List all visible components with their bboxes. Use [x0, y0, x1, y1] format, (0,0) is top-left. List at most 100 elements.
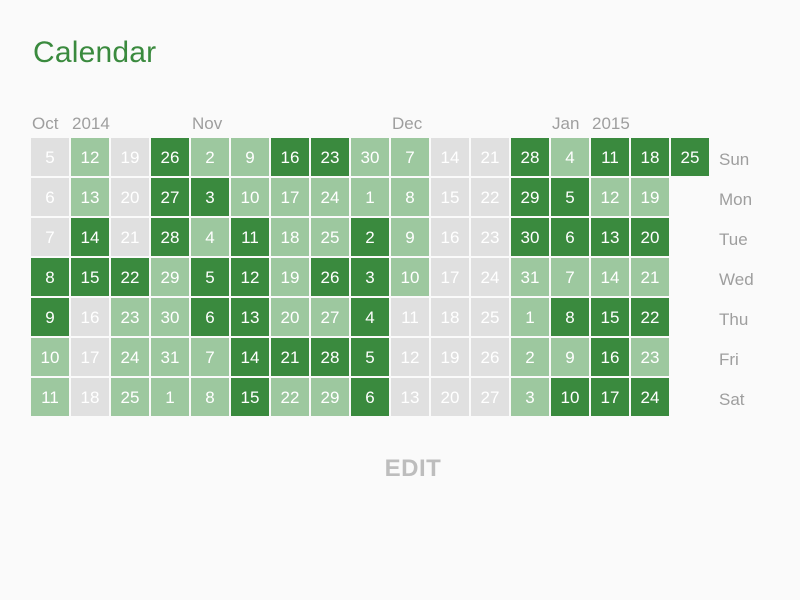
day-cell[interactable]: 18 [71, 378, 109, 416]
day-cell[interactable]: 20 [431, 378, 469, 416]
day-cell[interactable]: 24 [111, 338, 149, 376]
day-cell[interactable]: 14 [71, 218, 109, 256]
day-cell[interactable]: 27 [311, 298, 349, 336]
day-cell[interactable]: 6 [31, 178, 69, 216]
day-cell[interactable]: 5 [191, 258, 229, 296]
day-cell[interactable]: 7 [31, 218, 69, 256]
day-cell[interactable]: 26 [151, 138, 189, 176]
day-cell[interactable]: 9 [551, 338, 589, 376]
day-cell[interactable]: 30 [511, 218, 549, 256]
day-cell[interactable]: 18 [271, 218, 309, 256]
day-cell[interactable]: 9 [231, 138, 269, 176]
day-cell[interactable]: 22 [271, 378, 309, 416]
day-cell[interactable]: 10 [31, 338, 69, 376]
day-cell[interactable]: 8 [31, 258, 69, 296]
day-cell[interactable]: 12 [231, 258, 269, 296]
day-cell[interactable]: 31 [151, 338, 189, 376]
day-cell[interactable]: 12 [591, 178, 629, 216]
day-cell[interactable]: 21 [111, 218, 149, 256]
day-cell[interactable]: 14 [431, 138, 469, 176]
day-cell[interactable]: 12 [71, 138, 109, 176]
day-cell[interactable]: 6 [191, 298, 229, 336]
day-cell[interactable]: 29 [311, 378, 349, 416]
day-cell[interactable]: 30 [351, 138, 389, 176]
day-cell[interactable]: 8 [391, 178, 429, 216]
day-cell[interactable]: 17 [271, 178, 309, 216]
day-cell[interactable]: 17 [431, 258, 469, 296]
day-cell[interactable]: 2 [191, 138, 229, 176]
day-cell[interactable]: 13 [391, 378, 429, 416]
day-cell[interactable]: 31 [511, 258, 549, 296]
day-cell[interactable]: 6 [551, 218, 589, 256]
day-cell[interactable]: 24 [471, 258, 509, 296]
day-cell[interactable]: 15 [591, 298, 629, 336]
day-cell[interactable]: 16 [431, 218, 469, 256]
day-cell[interactable]: 8 [191, 378, 229, 416]
day-cell[interactable]: 22 [471, 178, 509, 216]
day-cell[interactable]: 19 [271, 258, 309, 296]
day-cell[interactable]: 21 [631, 258, 669, 296]
day-cell[interactable]: 25 [111, 378, 149, 416]
day-cell[interactable]: 11 [591, 138, 629, 176]
day-cell[interactable]: 30 [151, 298, 189, 336]
day-cell[interactable]: 5 [31, 138, 69, 176]
day-cell[interactable]: 22 [111, 258, 149, 296]
day-cell[interactable]: 29 [151, 258, 189, 296]
day-cell[interactable]: 28 [511, 138, 549, 176]
day-cell[interactable]: 23 [631, 338, 669, 376]
edit-button[interactable]: EDIT [384, 455, 442, 482]
day-cell[interactable]: 14 [231, 338, 269, 376]
day-cell[interactable]: 21 [271, 338, 309, 376]
day-cell[interactable]: 8 [551, 298, 589, 336]
day-cell[interactable]: 23 [111, 298, 149, 336]
day-cell[interactable]: 9 [31, 298, 69, 336]
day-cell[interactable]: 16 [271, 138, 309, 176]
day-cell[interactable]: 19 [431, 338, 469, 376]
day-cell[interactable]: 28 [151, 218, 189, 256]
day-cell[interactable]: 19 [111, 138, 149, 176]
day-cell[interactable]: 13 [71, 178, 109, 216]
day-cell[interactable]: 29 [511, 178, 549, 216]
day-cell[interactable]: 3 [511, 378, 549, 416]
day-cell[interactable]: 19 [631, 178, 669, 216]
day-cell[interactable]: 2 [351, 218, 389, 256]
day-cell[interactable]: 3 [351, 258, 389, 296]
day-cell[interactable]: 21 [471, 138, 509, 176]
day-cell[interactable]: 11 [391, 298, 429, 336]
day-cell[interactable]: 24 [311, 178, 349, 216]
day-cell[interactable]: 10 [391, 258, 429, 296]
day-cell[interactable]: 4 [351, 298, 389, 336]
day-cell[interactable]: 9 [391, 218, 429, 256]
day-cell[interactable]: 25 [311, 218, 349, 256]
day-cell[interactable]: 5 [551, 178, 589, 216]
day-cell[interactable]: 18 [631, 138, 669, 176]
day-cell[interactable]: 7 [391, 138, 429, 176]
day-cell[interactable]: 11 [231, 218, 269, 256]
day-cell[interactable]: 20 [631, 218, 669, 256]
day-cell[interactable]: 27 [151, 178, 189, 216]
day-cell[interactable]: 7 [551, 258, 589, 296]
day-cell[interactable]: 25 [471, 298, 509, 336]
day-cell[interactable]: 4 [551, 138, 589, 176]
day-cell[interactable]: 1 [351, 178, 389, 216]
day-cell[interactable]: 2 [511, 338, 549, 376]
day-cell[interactable]: 12 [391, 338, 429, 376]
day-cell[interactable]: 6 [351, 378, 389, 416]
day-cell[interactable]: 11 [31, 378, 69, 416]
day-cell[interactable]: 16 [591, 338, 629, 376]
day-cell[interactable]: 15 [231, 378, 269, 416]
day-cell[interactable]: 10 [551, 378, 589, 416]
day-cell[interactable]: 17 [71, 338, 109, 376]
day-cell[interactable]: 3 [191, 178, 229, 216]
day-cell[interactable]: 26 [471, 338, 509, 376]
day-cell[interactable]: 4 [191, 218, 229, 256]
day-cell[interactable]: 23 [311, 138, 349, 176]
day-cell[interactable]: 25 [671, 138, 709, 176]
day-cell[interactable]: 23 [471, 218, 509, 256]
day-cell[interactable]: 13 [231, 298, 269, 336]
day-cell[interactable]: 20 [111, 178, 149, 216]
day-cell[interactable]: 13 [591, 218, 629, 256]
day-cell[interactable]: 18 [431, 298, 469, 336]
day-cell[interactable]: 24 [631, 378, 669, 416]
day-cell[interactable]: 5 [351, 338, 389, 376]
